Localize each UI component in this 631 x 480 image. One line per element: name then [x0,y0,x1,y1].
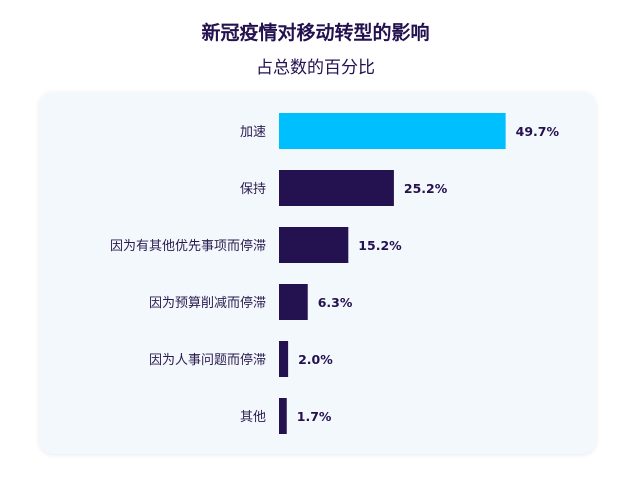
category-label-5: 其他 [240,410,266,425]
bar-5 [279,398,287,434]
bar-3 [279,284,308,320]
bar-1 [279,170,394,206]
value-label-4: 2.0% [298,352,333,367]
category-label-1: 保持 [240,182,266,197]
value-label-0: 49.7% [516,124,560,139]
chart-card [39,92,596,454]
category-label-2: 因为有其他优先事项而停滞 [110,238,266,254]
chart-title: 新冠疫情对移动转型的影响 [201,22,430,44]
category-label-3: 因为预算削减而停滞 [149,295,266,311]
chart-subtitle: 占总数的百分比 [256,58,375,78]
bar-2 [279,227,349,263]
value-label-2: 15.2% [358,238,402,253]
category-label-0: 加速 [240,125,266,140]
bar-0 [279,113,506,149]
value-label-3: 6.3% [318,295,353,310]
category-label-4: 因为人事问题而停滞 [149,352,266,368]
value-label-5: 1.7% [297,409,332,424]
value-label-1: 25.2% [404,181,448,196]
bar-4 [279,341,289,377]
